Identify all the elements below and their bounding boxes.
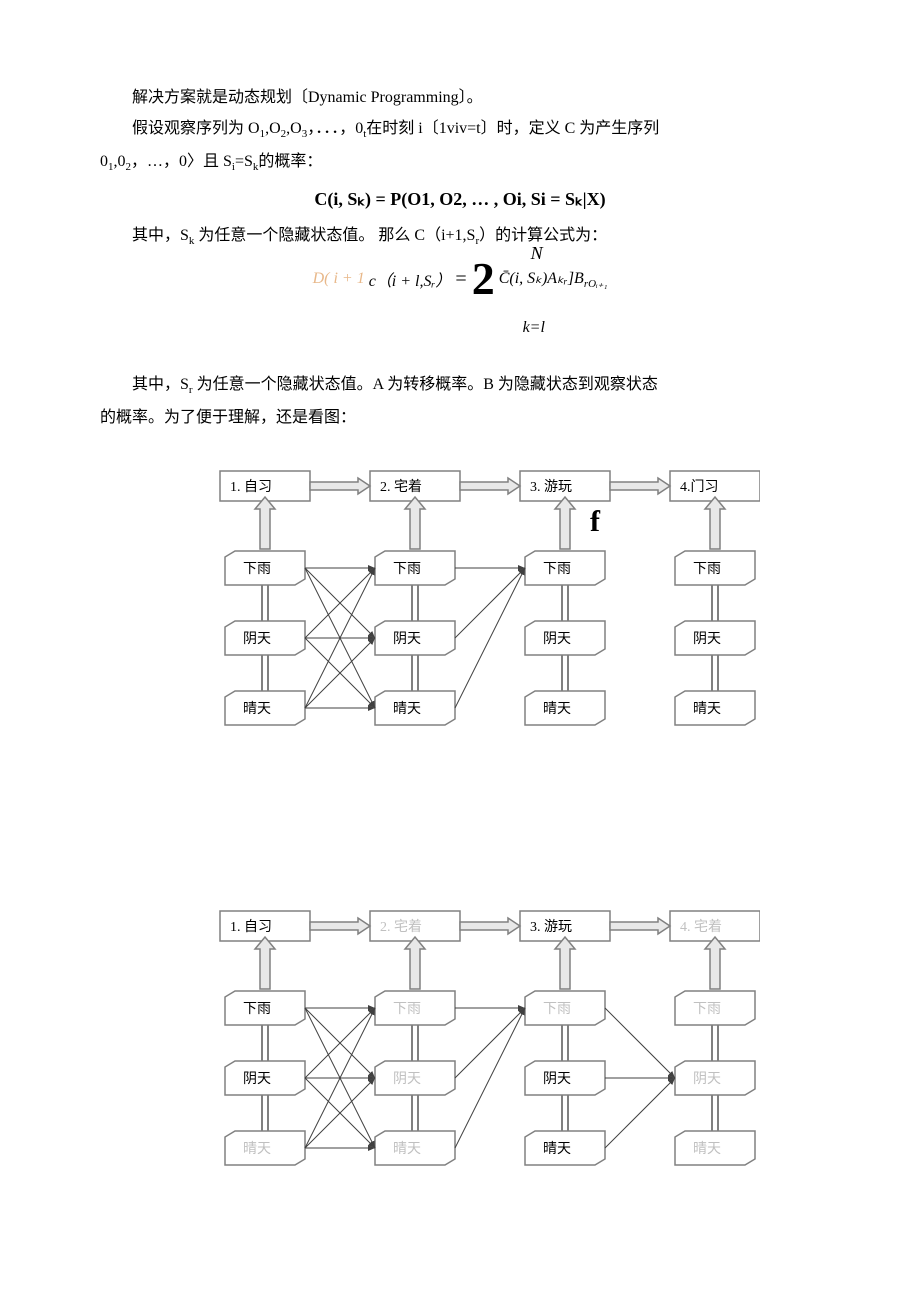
paragraph: 其中，Sk 为任意一个隐藏状态值。 那么 C（i+1,Sr）的计算公式为： xyxy=(100,222,820,251)
svg-text:f: f xyxy=(590,505,601,538)
svg-text:晴天: 晴天 xyxy=(243,1141,271,1157)
formula-1: C(i, Sₖ) = P(O1, O2, … , Oi, Si = Sₖ|X) xyxy=(100,189,820,210)
svg-text:阴天: 阴天 xyxy=(393,631,421,647)
svg-text:下雨: 下雨 xyxy=(243,562,271,577)
svg-text:阴天: 阴天 xyxy=(543,1071,571,1087)
svg-text:晴天: 晴天 xyxy=(393,701,421,717)
hmm-diagram-1: 1. 自习 2. 宅着 3. 游玩 4.门习下雨 下雨 下雨 下雨阴天 阴天 阴天 阴天晴天 晴天 晴… xyxy=(160,451,760,751)
svg-text:下雨: 下雨 xyxy=(693,1002,721,1017)
svg-text:下雨: 下雨 xyxy=(393,562,421,577)
svg-text:晴天: 晴天 xyxy=(693,701,721,717)
svg-text:晴天: 晴天 xyxy=(543,1141,571,1157)
formula-2: N D( i + 1 c（i + l,Sᵣ） = 2 k=l C̄(i, Sₖ)… xyxy=(100,261,820,351)
svg-text:阴天: 阴天 xyxy=(693,1071,721,1087)
svg-text:晴天: 晴天 xyxy=(543,701,571,717)
paragraph: 01,02，…，0〉且 Si=Sk的概率： xyxy=(100,148,820,177)
svg-text:4.门习: 4.门习 xyxy=(680,479,719,495)
svg-text:阴天: 阴天 xyxy=(243,1071,271,1087)
svg-text:下雨: 下雨 xyxy=(393,1002,421,1017)
svg-text:下雨: 下雨 xyxy=(693,562,721,577)
svg-text:2. 宅着: 2. 宅着 xyxy=(380,919,422,935)
paragraph: 其中，Sr 为任意一个隐藏状态值。A 为转移概率。B 为隐藏状态到观察状态 xyxy=(100,371,820,400)
svg-text:阴天: 阴天 xyxy=(243,631,271,647)
paragraph: 假设观察序列为 O1,O2,O3，．．．，0t在时刻 i〔1viv=t〕时，定义… xyxy=(100,115,820,144)
svg-text:阴天: 阴天 xyxy=(393,1071,421,1087)
svg-text:1. 自习: 1. 自习 xyxy=(230,919,272,935)
svg-text:3. 游玩: 3. 游玩 xyxy=(530,919,572,935)
svg-text:1. 自习: 1. 自习 xyxy=(230,479,272,495)
svg-text:2. 宅着: 2. 宅着 xyxy=(380,479,422,495)
svg-text:阴天: 阴天 xyxy=(543,631,571,647)
svg-text:下雨: 下雨 xyxy=(543,562,571,577)
svg-text:3. 游玩: 3. 游玩 xyxy=(530,479,572,495)
svg-text:晴天: 晴天 xyxy=(693,1141,721,1157)
svg-text:4. 宅着: 4. 宅着 xyxy=(680,919,722,935)
paragraph: 的概率。为了便于理解，还是看图： xyxy=(100,404,820,431)
svg-text:晴天: 晴天 xyxy=(393,1141,421,1157)
paragraph: 解决方案就是动态规划〔Dynamic Programming〕。 xyxy=(100,84,820,111)
svg-text:晴天: 晴天 xyxy=(243,701,271,717)
hmm-diagram-2: 1. 自习 2. 宅着 3. 游玩 4. 宅着下雨 下雨 下雨 下雨阴天 阴天 阴天 阴天晴天 晴天… xyxy=(160,891,760,1191)
svg-text:阴天: 阴天 xyxy=(693,631,721,647)
svg-text:下雨: 下雨 xyxy=(543,1002,571,1017)
svg-text:下雨: 下雨 xyxy=(243,1002,271,1017)
